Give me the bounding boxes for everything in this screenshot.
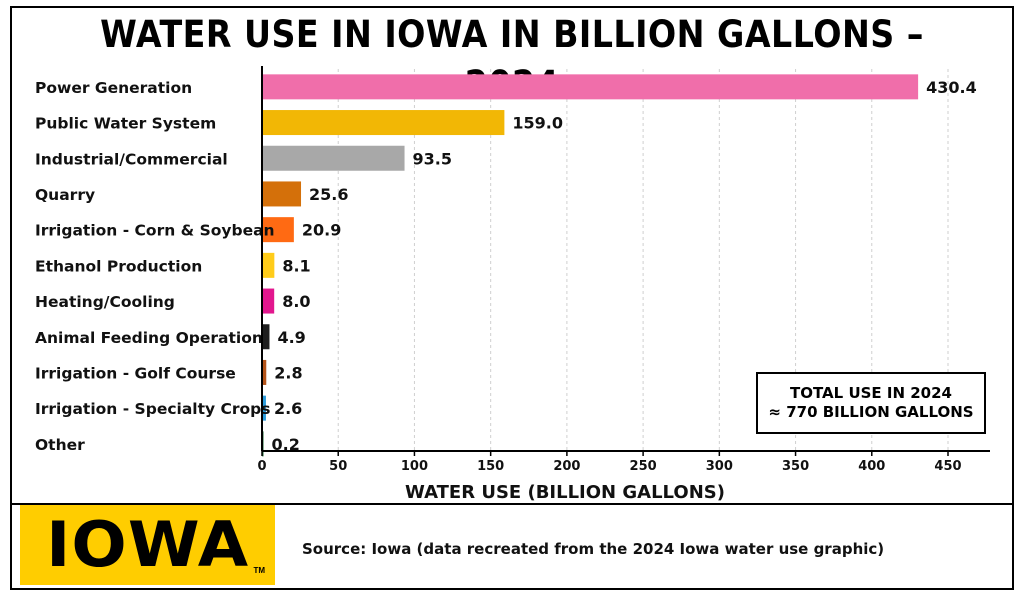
x-tick-label: 100	[401, 459, 428, 474]
value-label: 8.0	[282, 292, 310, 311]
category-label: Other	[35, 436, 85, 454]
bar	[262, 181, 302, 207]
x-tick-label: 400	[858, 459, 885, 474]
chart-frame	[10, 6, 1014, 590]
bar	[262, 395, 266, 421]
value-label: 8.1	[282, 256, 310, 275]
value-label: 430.4	[926, 78, 977, 97]
value-label: 2.8	[274, 363, 302, 382]
value-label: 20.9	[302, 221, 341, 240]
total-use-value: ≈ 770 BILLION GALLONS	[768, 403, 974, 421]
value-label: 25.6	[309, 185, 348, 204]
category-label: Irrigation - Golf Course	[35, 364, 236, 382]
bar	[262, 217, 294, 243]
category-label: Irrigation - Specialty Crops	[35, 400, 271, 418]
x-tick-label: 250	[630, 459, 657, 474]
bar	[262, 252, 275, 278]
x-axis-label: WATER USE (BILLION GALLONS)	[405, 482, 725, 503]
x-tick-label: 350	[782, 459, 809, 474]
total-use-box: TOTAL USE IN 2024 ≈ 770 BILLION GALLONS	[756, 372, 986, 434]
bars	[262, 74, 919, 457]
value-label: 4.9	[277, 328, 305, 347]
bar	[262, 110, 505, 136]
bar	[262, 145, 405, 171]
x-tick-label: 150	[477, 459, 504, 474]
footer-divider	[10, 503, 1014, 505]
category-label: Irrigation - Corn & Soybean	[35, 222, 275, 240]
x-tick-label: 200	[553, 459, 580, 474]
category-label: Heating/Cooling	[35, 293, 175, 311]
category-label: Animal Feeding Operation	[35, 329, 263, 347]
source-note: Source: Iowa (data recreated from the 20…	[302, 540, 885, 558]
category-label: Industrial/Commercial	[35, 150, 228, 168]
logo-text: IOWA	[45, 508, 250, 581]
trademark-mark: TM	[253, 566, 265, 575]
x-tick-label: 300	[706, 459, 733, 474]
value-label: 93.5	[413, 149, 452, 168]
category-label: Ethanol Production	[35, 257, 202, 275]
total-use-title: TOTAL USE IN 2024	[790, 384, 952, 402]
x-axis-ticks: 0 50 100 150 200 250 300 350 400 450	[257, 451, 962, 474]
bar	[262, 288, 275, 314]
category-label: Public Water System	[35, 115, 216, 133]
value-label: 0.2	[272, 435, 300, 454]
category-label: Power Generation	[35, 79, 192, 97]
x-tick-label: 50	[329, 459, 347, 474]
category-labels: Power Generation Public Water System Indus…	[35, 79, 275, 454]
value-label: 159.0	[512, 114, 563, 133]
x-tick-label: 0	[257, 459, 266, 474]
bar	[262, 74, 919, 100]
iowa-logo: IOWA TM	[20, 505, 275, 585]
bar	[262, 324, 270, 350]
x-tick-label: 450	[934, 459, 961, 474]
value-label: 2.6	[274, 399, 302, 418]
bar	[262, 359, 267, 385]
category-label: Quarry	[35, 186, 95, 204]
value-labels: 430.4 159.0 93.5 25.6 20.9 8.1 8.0 4.9 2.8 2.6 0.2	[272, 78, 977, 454]
